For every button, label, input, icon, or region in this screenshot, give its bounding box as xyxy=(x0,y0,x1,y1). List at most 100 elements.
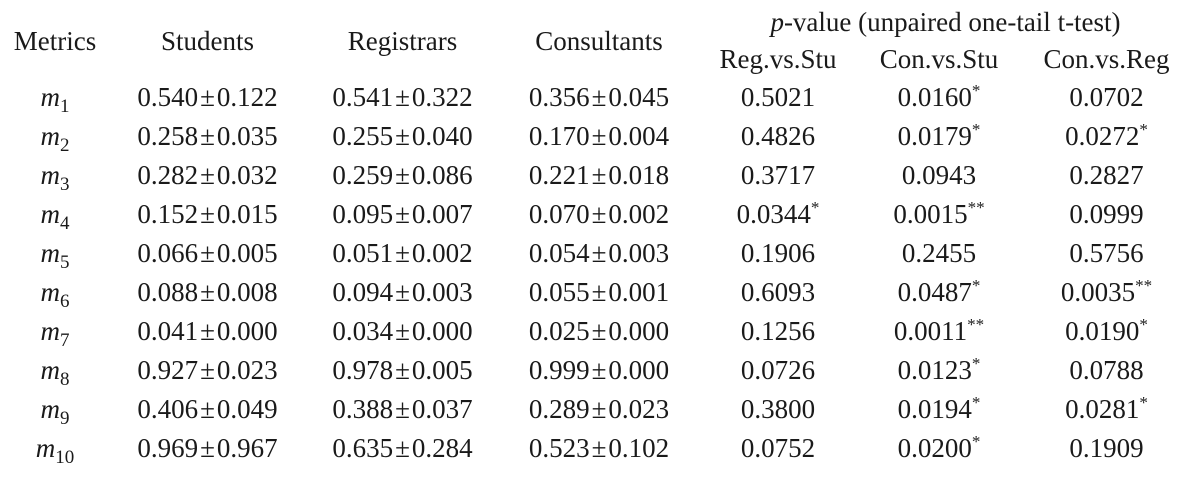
mean-value: 0.258 xyxy=(137,121,199,151)
metric-subscript: 8 xyxy=(60,369,70,390)
mean-value: 0.152 xyxy=(137,199,199,229)
con-vs-reg-cell: 0.0999 xyxy=(1020,195,1193,234)
con-vs-reg-cell: 0.0190* xyxy=(1020,312,1193,351)
mean-value: 0.170 xyxy=(528,121,590,151)
significance-marker: * xyxy=(1139,120,1148,139)
p-value: 0.0200 xyxy=(897,433,972,463)
std-value: 0.037 xyxy=(411,394,473,424)
table-body: m1 0.540±0.122 0.541±0.322 0.356±0.045 0.502… xyxy=(0,78,1193,468)
metric-cell: m6 xyxy=(0,273,110,312)
std-value: 0.023 xyxy=(216,355,278,385)
plus-minus-symbol: ± xyxy=(395,199,410,229)
table-row: m1 0.540±0.122 0.541±0.322 0.356±0.045 0.502… xyxy=(0,78,1193,117)
consultants-cell: 0.523±0.102 xyxy=(500,429,698,468)
p-value: 0.0788 xyxy=(1069,355,1144,385)
metric-subscript: 5 xyxy=(60,252,70,273)
std-value: 0.000 xyxy=(608,316,670,346)
consultants-cell: 0.025±0.000 xyxy=(500,312,698,351)
registrars-cell: 0.259±0.086 xyxy=(305,156,500,195)
mean-value: 0.282 xyxy=(137,160,199,190)
students-cell: 0.540±0.122 xyxy=(110,78,305,117)
significance-marker: * xyxy=(971,354,981,373)
p-value: 0.3717 xyxy=(740,160,816,190)
plus-minus-symbol: ± xyxy=(395,238,410,268)
mean-value: 0.523 xyxy=(528,433,590,463)
p-value: 0.0160 xyxy=(897,82,972,112)
std-value: 0.322 xyxy=(411,82,473,112)
mean-value: 0.999 xyxy=(528,355,590,385)
registrars-cell: 0.978±0.005 xyxy=(305,351,500,390)
metric-symbol: m xyxy=(35,433,56,463)
std-value: 0.002 xyxy=(608,199,670,229)
significance-marker: * xyxy=(1139,393,1148,412)
metric-subscript: 7 xyxy=(60,330,70,351)
plus-minus-symbol: ± xyxy=(200,238,215,268)
p-value: 0.2827 xyxy=(1069,160,1144,190)
reg-vs-stu-cell: 0.0726 xyxy=(698,351,858,390)
header-students: Students xyxy=(160,25,254,56)
table-row: m8 0.927±0.023 0.978±0.005 0.999±0.000 0.072… xyxy=(0,351,1193,390)
con-vs-stu-cell: 0.2455 xyxy=(858,234,1020,273)
mean-value: 0.541 xyxy=(332,82,394,112)
mean-value: 0.969 xyxy=(137,433,199,463)
table-row: m6 0.088±0.008 0.094±0.003 0.055±0.001 0.609… xyxy=(0,273,1193,312)
con-vs-stu-cell: 0.0015** xyxy=(858,195,1020,234)
con-vs-stu-cell: 0.0943 xyxy=(858,156,1020,195)
p-value: 0.1909 xyxy=(1069,433,1144,463)
students-cell: 0.088±0.008 xyxy=(110,273,305,312)
pvalue-title: -value (unpaired one-tail t-test) xyxy=(783,7,1121,37)
con-vs-reg-cell: 0.0281* xyxy=(1020,390,1193,429)
significance-marker: * xyxy=(971,120,981,139)
plus-minus-symbol: ± xyxy=(200,355,215,385)
metric-symbol: m xyxy=(40,121,61,151)
p-value: 0.0123 xyxy=(897,355,972,385)
pvalue-variable: p xyxy=(770,7,784,37)
p-value: 0.0272 xyxy=(1065,121,1140,151)
mean-value: 0.259 xyxy=(332,160,394,190)
mean-value: 0.094 xyxy=(332,277,394,307)
p-value: 0.0702 xyxy=(1069,82,1144,112)
mean-value: 0.095 xyxy=(332,199,394,229)
significance-marker: ** xyxy=(967,198,985,217)
p-value: 0.1906 xyxy=(740,238,816,268)
plus-minus-symbol: ± xyxy=(591,82,607,112)
std-value: 0.000 xyxy=(216,316,278,346)
students-cell: 0.969±0.967 xyxy=(110,429,305,468)
plus-minus-symbol: ± xyxy=(591,277,607,307)
con-vs-reg-cell: 0.1909 xyxy=(1020,429,1193,468)
std-value: 0.045 xyxy=(608,82,670,112)
p-value: 0.0999 xyxy=(1069,199,1144,229)
plus-minus-symbol: ± xyxy=(395,277,410,307)
reg-vs-stu-cell: 0.6093 xyxy=(698,273,858,312)
students-cell: 0.066±0.005 xyxy=(110,234,305,273)
reg-vs-stu-cell: 0.4826 xyxy=(698,117,858,156)
plus-minus-symbol: ± xyxy=(591,433,607,463)
mean-value: 0.388 xyxy=(332,394,394,424)
con-vs-stu-cell: 0.0200* xyxy=(858,429,1020,468)
std-value: 0.007 xyxy=(411,199,473,229)
header-registrars: Registrars xyxy=(347,25,458,56)
table-row: m7 0.041±0.000 0.034±0.000 0.025±0.000 0.125… xyxy=(0,312,1193,351)
p-value: 0.2455 xyxy=(901,238,977,268)
metric-subscript: 9 xyxy=(60,408,70,429)
metric-cell: m7 xyxy=(0,312,110,351)
registrars-cell: 0.635±0.284 xyxy=(305,429,500,468)
significance-marker: * xyxy=(971,432,981,451)
metric-subscript: 3 xyxy=(60,174,70,195)
metric-subscript: 2 xyxy=(60,135,70,156)
plus-minus-symbol: ± xyxy=(200,433,215,463)
mean-value: 0.054 xyxy=(528,238,590,268)
std-value: 0.015 xyxy=(216,199,278,229)
p-value: 0.1256 xyxy=(740,316,816,346)
reg-vs-stu-cell: 0.0752 xyxy=(698,429,858,468)
consultants-cell: 0.356±0.045 xyxy=(500,78,698,117)
p-value: 0.0943 xyxy=(901,160,977,190)
reg-vs-stu-cell: 0.3717 xyxy=(698,156,858,195)
metric-cell: m1 xyxy=(0,78,110,117)
plus-minus-symbol: ± xyxy=(395,82,410,112)
p-value: 0.0281 xyxy=(1065,394,1140,424)
consultants-cell: 0.999±0.000 xyxy=(500,351,698,390)
registrars-cell: 0.541±0.322 xyxy=(305,78,500,117)
con-vs-reg-cell: 0.2827 xyxy=(1020,156,1193,195)
consultants-cell: 0.054±0.003 xyxy=(500,234,698,273)
